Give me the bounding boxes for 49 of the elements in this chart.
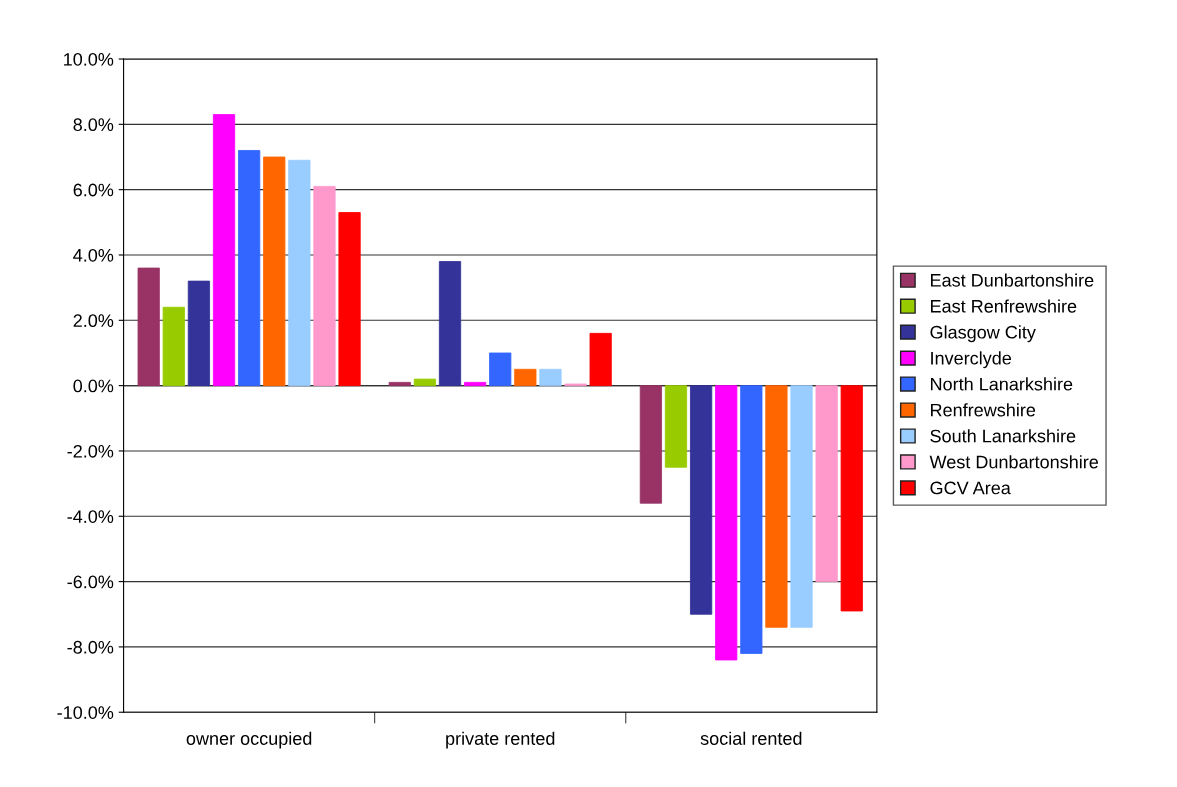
legend-label: East Dunbartonshire — [931, 273, 1094, 287]
bar — [589, 332, 612, 387]
y-tick-label: -6.0% — [67, 575, 114, 589]
bar — [664, 385, 688, 468]
bar — [338, 212, 361, 387]
bar — [765, 385, 788, 628]
bar — [639, 385, 662, 504]
bar — [187, 280, 210, 387]
y-tick-label: -10.0% — [57, 706, 114, 719]
y-tick-label: 8.0% — [73, 118, 114, 132]
y-tick-label: -2.0% — [67, 444, 114, 458]
bar — [137, 267, 160, 387]
legend-label: South Lanarkshire — [930, 429, 1076, 443]
bar — [740, 385, 763, 654]
y-tick-label: -8.0% — [67, 640, 114, 654]
y-tick-label: 6.0% — [73, 183, 114, 197]
bar — [815, 385, 838, 583]
bar — [288, 159, 311, 387]
legend-label: West Dunbartonshire — [929, 455, 1099, 469]
x-tick-label: social rented — [700, 731, 802, 745]
legend-label: GCV Area — [930, 481, 1011, 495]
legend-label: North Lanarkshire — [931, 377, 1073, 391]
legend-label: Glasgow City — [930, 325, 1036, 343]
bar — [514, 368, 537, 387]
y-tick-label: 4.0% — [73, 248, 114, 262]
y-tick-label: 0.0% — [73, 379, 114, 393]
bar — [464, 381, 487, 387]
y-tick-label: -4.0% — [67, 510, 114, 523]
bar — [313, 185, 336, 387]
bar — [388, 381, 411, 387]
bar — [413, 378, 436, 387]
legend-label: East Renfrewshire — [931, 299, 1077, 313]
bar — [438, 261, 462, 387]
y-tick-label: 10.0% — [64, 52, 114, 66]
bar — [690, 385, 713, 615]
legend-label: Renfrewshire — [931, 403, 1036, 417]
bar — [489, 352, 512, 387]
bar — [840, 385, 863, 612]
bar — [238, 150, 261, 387]
bar — [790, 385, 813, 628]
y-tick-label: 2.0% — [73, 314, 114, 328]
bar — [263, 156, 286, 387]
bar — [539, 368, 562, 387]
bar — [212, 114, 236, 387]
x-tick-label: owner occupied — [186, 731, 312, 749]
x-tick-label: private rented — [446, 731, 555, 749]
bar — [715, 385, 738, 661]
bar — [162, 306, 185, 387]
legend-label: Inverclyde — [931, 351, 1012, 369]
